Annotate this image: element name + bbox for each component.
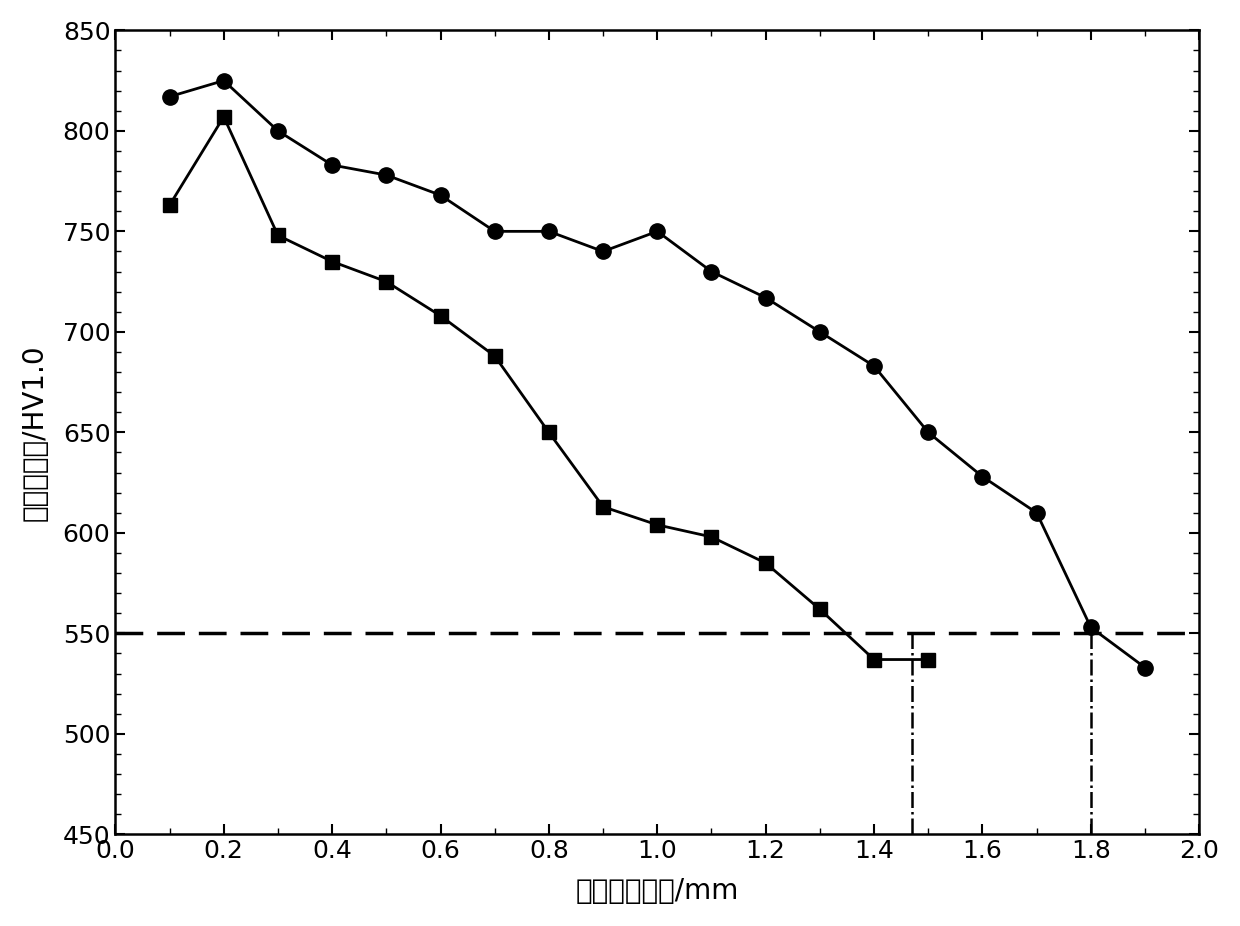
X-axis label: 距离表面位置/mm: 距离表面位置/mm (575, 877, 739, 906)
Y-axis label: 维氏硬度值/HV1.0: 维氏硬度值/HV1.0 (21, 344, 48, 520)
